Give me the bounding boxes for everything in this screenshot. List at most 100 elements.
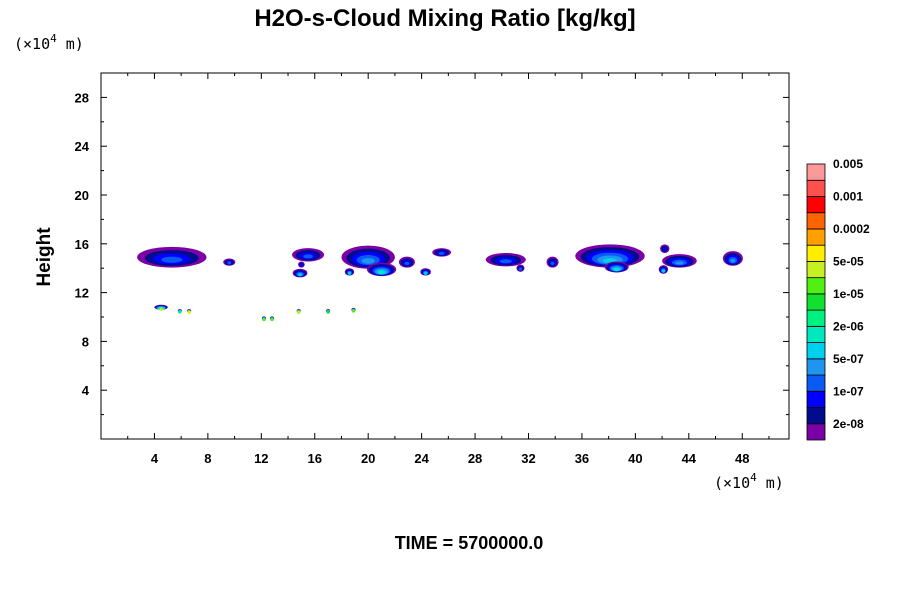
cloud-contour-level — [326, 310, 330, 314]
colorbar-swatch — [806, 179, 826, 197]
colorbar-label: 0.005 — [833, 157, 863, 171]
colorbar-swatch — [806, 390, 826, 408]
cloud-contour-level — [187, 310, 191, 315]
cloud-feature — [660, 244, 670, 253]
cloud-contour-level — [159, 307, 163, 311]
colorbar-label: 5e-05 — [833, 254, 864, 268]
time-label: TIME = 5700000.0 — [395, 533, 544, 553]
cloud-contour-level — [518, 267, 523, 271]
x-tick-label: 12 — [254, 451, 268, 466]
chart-title: H2O-s-Cloud Mixing Ratio [kg/kg] — [254, 5, 635, 32]
cloud-feature — [154, 304, 168, 311]
cloud-feature — [516, 264, 525, 272]
y-tick-label: 8 — [82, 334, 89, 349]
cloud-feature — [351, 307, 356, 313]
cloud-contour-level — [550, 261, 555, 266]
x-tick-label: 20 — [361, 451, 375, 466]
cloud-feature — [296, 309, 301, 314]
cloud-feature — [662, 254, 697, 268]
colorbar-swatch — [806, 407, 826, 425]
cloud-feature — [137, 246, 207, 268]
cloud-feature — [292, 248, 325, 262]
cloud-feature — [269, 316, 275, 322]
cloud-feature — [432, 248, 452, 257]
cloud-feature — [658, 265, 669, 274]
cloud-contour-level — [303, 254, 313, 259]
x-tick-label: 44 — [682, 451, 697, 466]
cloud-feature — [177, 309, 182, 314]
colorbar-label: 2e-06 — [833, 319, 864, 333]
x-tick-label: 8 — [204, 451, 211, 466]
x-tick-label: 48 — [735, 451, 749, 466]
cloud-contour-level — [438, 251, 445, 255]
cloud-contour-level — [675, 261, 684, 265]
colorbar-label: 5e-07 — [833, 352, 864, 366]
cloud-feature — [485, 252, 526, 267]
colorbar-swatch — [806, 212, 826, 230]
cloud-feature — [722, 251, 743, 266]
cloud-feature — [344, 268, 355, 276]
colorbar-swatch — [806, 244, 826, 262]
colorbar-label: 0.0002 — [833, 222, 870, 236]
cloud-contour-level — [730, 258, 736, 263]
cloud-feature — [546, 256, 559, 268]
cloud-contour-level — [178, 310, 182, 314]
colorbar-label: 1e-05 — [833, 287, 864, 301]
colorbar-swatch — [806, 374, 826, 392]
cloud-contour-level — [161, 256, 183, 263]
x-tick-label: 24 — [414, 451, 429, 466]
colorbar-label: 0.001 — [833, 189, 863, 203]
colorbar-swatch — [806, 342, 826, 360]
colorbar: 2e-08 1e-07 5e-07 2e-06 1e-05 5e-05 0.0002 0.00… — [806, 157, 870, 441]
cloud-contour-level — [404, 261, 410, 266]
cloud-contour-level — [661, 269, 666, 273]
colorbar-label: 1e-07 — [833, 384, 864, 398]
y-tick-label: 4 — [82, 383, 90, 398]
cloud-contour-level — [378, 271, 385, 275]
colorbar-swatch — [806, 163, 826, 181]
colorbar-swatch — [806, 358, 826, 376]
cloud-feature — [604, 261, 629, 273]
cloud-field — [137, 244, 743, 322]
cloud-contour-level — [262, 317, 266, 322]
cloud-feature — [187, 309, 192, 315]
y-tick-label: 24 — [75, 139, 90, 154]
y-tick-label: 28 — [75, 90, 89, 105]
cloud-contour-level — [298, 273, 302, 277]
x-axis-unit-label: (×104 m) — [714, 471, 784, 492]
cloud-contour-level — [361, 258, 375, 264]
cloud-feature — [261, 316, 266, 322]
cloud-contour-level — [270, 317, 274, 322]
colorbar-swatch — [806, 309, 826, 327]
cloud-contour-level — [227, 261, 232, 265]
x-tick-label: 16 — [308, 451, 322, 466]
cloud-feature — [298, 261, 305, 268]
cloud-contour-level — [351, 309, 356, 313]
cloud-contour-level — [614, 268, 619, 272]
colorbar-swatch — [806, 228, 826, 246]
colorbar-swatch — [806, 423, 826, 441]
x-tick-label: 4 — [151, 451, 159, 466]
cloud-contour-level — [662, 247, 667, 252]
y-tick-label: 12 — [75, 286, 89, 301]
cloud-contour-level — [297, 310, 301, 314]
colorbar-swatch — [806, 293, 826, 311]
colorbar-swatch — [806, 261, 826, 279]
colorbar-label: 2e-08 — [833, 417, 864, 431]
y-tick-label: 16 — [75, 237, 89, 252]
cloud-feature — [398, 256, 415, 268]
x-tick-label: 28 — [468, 451, 482, 466]
cloud-feature — [223, 258, 236, 266]
colorbar-swatch — [806, 196, 826, 214]
y-tick-label: 20 — [75, 188, 89, 203]
cloud-contour-level — [424, 271, 428, 275]
cloud-feature — [292, 268, 308, 278]
colorbar-swatch — [806, 277, 826, 295]
x-tick-label: 36 — [575, 451, 589, 466]
x-tick-label: 32 — [521, 451, 535, 466]
colorbar-swatch — [806, 325, 826, 343]
y-axis-unit-label: (×104 m) — [14, 32, 84, 53]
cloud-contour-level — [299, 263, 303, 267]
